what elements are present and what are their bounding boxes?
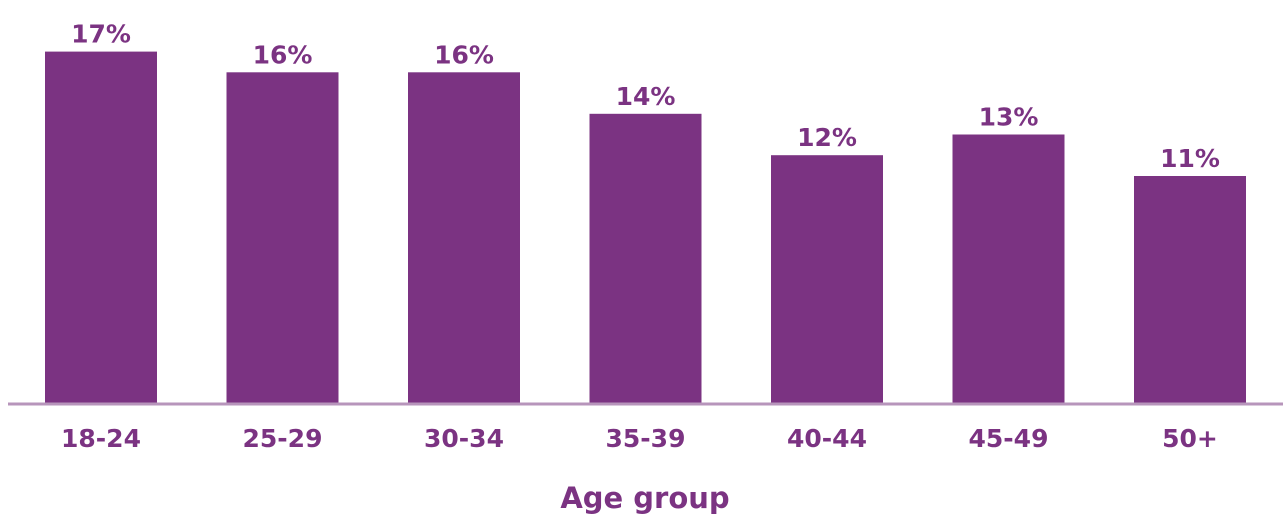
x-tick-label-30-34: 30-34: [424, 424, 504, 453]
value-labels-group: 17% 16% 16% 14% 12% 13% 11%: [71, 20, 1220, 173]
value-label-40-44: 12%: [797, 123, 857, 152]
bar-45-49: [952, 134, 1065, 404]
x-tick-label-50+: 50+: [1162, 424, 1218, 453]
x-axis-title: Age group: [560, 481, 729, 515]
value-label-18-24: 17%: [71, 20, 131, 49]
bars-group: [45, 51, 1246, 405]
x-tick-label-45-49: 45-49: [969, 424, 1049, 453]
bar-30-34: [408, 72, 520, 405]
bar-50+: [1134, 176, 1246, 404]
x-tick-labels-group: 18-24 25-29 30-34 35-39 40-44 45-49 50+: [61, 424, 1218, 453]
bar-25-29: [226, 72, 339, 405]
value-label-30-34: 16%: [434, 40, 494, 69]
value-label-50+: 11%: [1160, 144, 1220, 173]
value-label-45-49: 13%: [979, 103, 1039, 132]
bar-18-24: [45, 51, 157, 404]
x-tick-label-18-24: 18-24: [61, 424, 141, 453]
bar-35-39: [589, 113, 702, 405]
x-tick-label-40-44: 40-44: [787, 424, 867, 453]
x-tick-label-25-29: 25-29: [243, 424, 323, 453]
value-label-35-39: 14%: [616, 82, 676, 111]
bar-40-44: [771, 155, 883, 404]
value-label-25-29: 16%: [253, 40, 313, 69]
x-tick-label-35-39: 35-39: [606, 424, 686, 453]
